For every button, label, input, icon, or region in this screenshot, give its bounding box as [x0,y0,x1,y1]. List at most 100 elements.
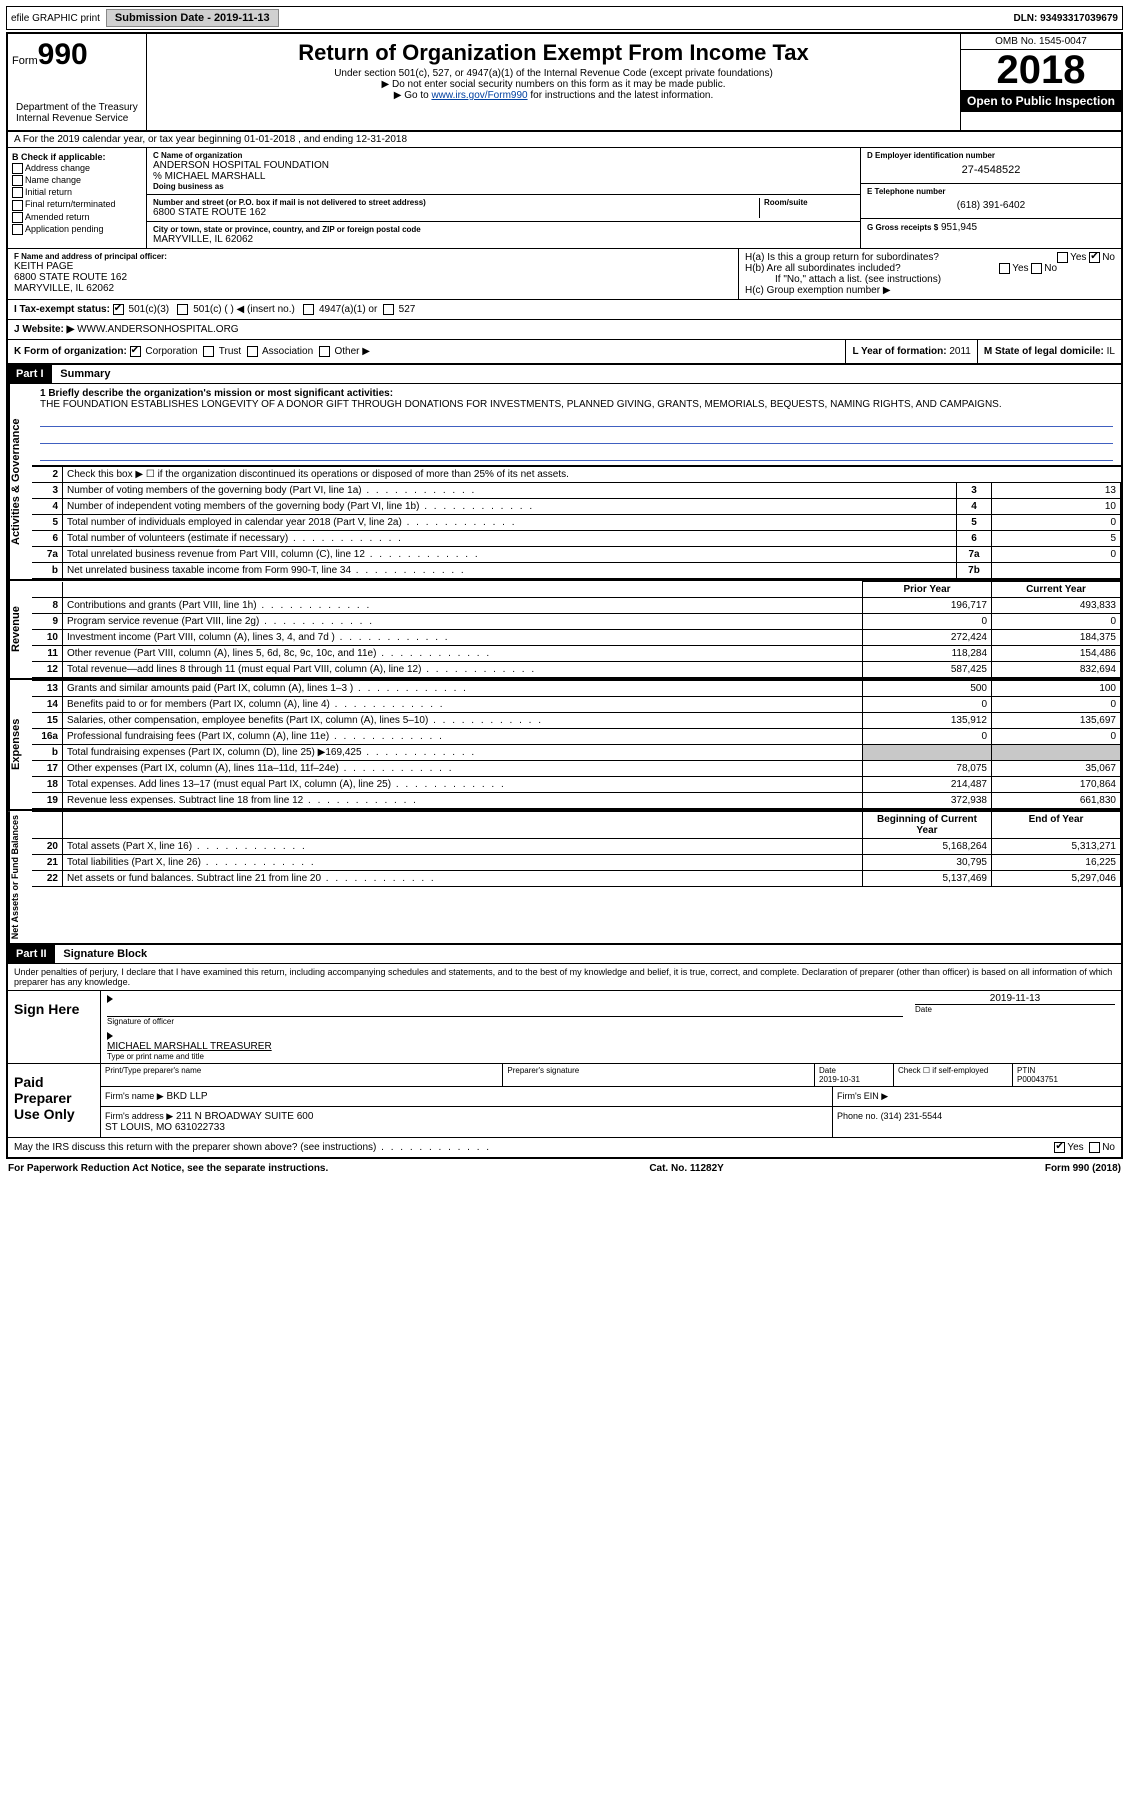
phone-label: Phone no. [837,1111,878,1121]
opt-501c3: 501(c)(3) [129,304,170,315]
chk-527[interactable] [383,304,394,315]
b-label: B Check if applicable: [12,152,142,162]
chk-initial-return[interactable]: Initial return [12,187,142,198]
governance-section: Activities & Governance 1 Briefly descri… [8,384,1121,581]
row-j: J Website: ▶ WWW.ANDERSONHOSPITAL.ORG [8,320,1121,340]
subtitle-3: ▶ Go to www.irs.gov/Form990 for instruct… [151,90,956,101]
table-row: 19Revenue less expenses. Subtract line 1… [32,793,1121,809]
row-a-tax-year: A For the 2019 calendar year, or tax yea… [8,132,1121,148]
chk-4947[interactable] [303,304,314,315]
table-row: 6Total number of volunteers (estimate if… [32,531,1121,547]
paid-preparer-row: Paid Preparer Use Only Print/Type prepar… [8,1064,1121,1137]
chk-may-irs-no[interactable] [1089,1142,1100,1153]
may-irs-text: May the IRS discuss this return with the… [14,1142,376,1153]
chk-other[interactable] [319,346,330,357]
part2-badge: Part II [8,945,55,963]
col-deg: D Employer identification number 27-4548… [860,148,1121,248]
chk-501c3[interactable] [113,304,124,315]
h-b: H(b) Are all subordinates included? Yes … [745,263,1115,274]
arrow-icon [107,1032,113,1040]
table-row: 14Benefits paid to or for members (Part … [32,697,1121,713]
opt-corp: Corporation [145,346,197,357]
prior-year-hdr: Prior Year [863,582,992,598]
goto-post: for instructions and the latest informat… [528,90,714,101]
table-row: 16aProfessional fundraising fees (Part I… [32,729,1121,745]
firm-name: BKD LLP [166,1091,207,1102]
sign-date-label: Date [915,1004,1115,1014]
beg-year-hdr: Beginning of Current Year [863,812,992,839]
section-b-to-g: B Check if applicable: Address change Na… [8,148,1121,249]
form-title: Return of Organization Exempt From Incom… [151,40,956,66]
revenue-section: Revenue Prior YearCurrent Year 8Contribu… [8,581,1121,680]
form-990-number: 990 [38,38,88,71]
prep-date: 2019-10-31 [819,1075,860,1084]
opt-trust: Trust [219,346,241,357]
sign-here-label: Sign Here [8,991,101,1063]
firm-ein-label: Firm's EIN ▶ [833,1087,1121,1106]
revenue-header-row: Prior YearCurrent Year [32,582,1121,598]
form-number: Form990 [12,38,142,72]
table-row: 18Total expenses. Add lines 13–17 (must … [32,777,1121,793]
chk-address-change[interactable]: Address change [12,163,142,174]
row-f-h: F Name and address of principal officer:… [8,249,1121,300]
chk-may-irs-yes[interactable] [1054,1142,1065,1153]
j-label: J Website: ▶ [14,324,74,335]
city-state-zip: MARYVILLE, IL 62062 [153,234,854,245]
mission-label: 1 Briefly describe the organization's mi… [40,388,1113,399]
sig-officer-label: Signature of officer [107,1016,903,1026]
table-row: 15Salaries, other compensation, employee… [32,713,1121,729]
sign-here-row: Sign Here Signature of officer 2019-11-1… [8,991,1121,1064]
chk-final-return[interactable]: Final return/terminated [12,199,142,210]
submission-date-button[interactable]: Submission Date - 2019-11-13 [106,9,279,27]
subtitle-1: Under section 501(c), 527, or 4947(a)(1)… [151,68,956,79]
chk-amended-return[interactable]: Amended return [12,212,142,223]
name-title-label: Type or print name and title [107,1052,1115,1061]
self-employed-label: Check ☐ if self-employed [894,1064,1013,1086]
netassets-header-row: Beginning of Current YearEnd of Year [32,812,1121,839]
opt-other: Other ▶ [334,346,369,357]
opt-assoc: Association [262,346,313,357]
part1-header-row: Part I Summary [8,365,1121,384]
chk-name-change[interactable]: Name change [12,175,142,186]
dba-label: Doing business as [153,182,854,191]
side-revenue: Revenue [8,581,32,678]
table-row: 20Total assets (Part X, line 16)5,168,26… [32,839,1121,855]
room-label: Room/suite [764,198,854,207]
preparer-sig-label: Preparer's signature [503,1064,815,1086]
page-footer: For Paperwork Reduction Act Notice, see … [6,1159,1123,1178]
form-word: Form [12,55,38,67]
table-row: 4Number of independent voting members of… [32,499,1121,515]
firm-phone: (314) 231-5544 [881,1111,943,1121]
footer-right: Form 990 (2018) [1045,1163,1121,1174]
org-name: ANDERSON HOSPITAL FOUNDATION [153,160,854,171]
chk-corporation[interactable] [130,346,141,357]
tax-year: 2018 [961,50,1121,90]
netassets-section: Net Assets or Fund Balances Beginning of… [8,811,1121,945]
chk-application-pending[interactable]: Application pending [12,224,142,235]
l-label: L Year of formation: [852,346,946,357]
d-label: D Employer identification number [867,151,1115,160]
website-value: WWW.ANDERSONHOSPITAL.ORG [77,324,239,335]
irs-link[interactable]: www.irs.gov/Form990 [431,90,527,101]
opt-4947: 4947(a)(1) or [319,304,377,315]
chk-501c[interactable] [177,304,188,315]
table-row: 22Net assets or fund balances. Subtract … [32,871,1121,887]
expenses-section: Expenses 13Grants and similar amounts pa… [8,680,1121,811]
subtitle-2: ▶ Do not enter social security numbers o… [151,79,956,90]
officer-typed-name: MICHAEL MARSHALL TREASURER [107,1041,1115,1052]
table-row: bNet unrelated business taxable income f… [32,563,1121,579]
ein-value: 27-4548522 [867,160,1115,180]
phone-value: (618) 391-6402 [867,196,1115,215]
chk-association[interactable] [247,346,258,357]
efile-label: efile GRAPHIC print [11,13,100,24]
table-row: 10Investment income (Part VIII, column (… [32,630,1121,646]
g-label: G Gross receipts $ [867,223,938,232]
e-label: E Telephone number [867,187,1115,196]
col-b-checkboxes: B Check if applicable: Address change Na… [8,148,147,248]
officer-addr: 6800 STATE ROUTE 162 MARYVILLE, IL 62062 [14,272,732,294]
footer-mid: Cat. No. 11282Y [649,1163,723,1174]
officer-name: KEITH PAGE [14,261,732,272]
h-a: H(a) Is this a group return for subordin… [745,252,1115,263]
part1-badge: Part I [8,365,52,383]
chk-trust[interactable] [203,346,214,357]
